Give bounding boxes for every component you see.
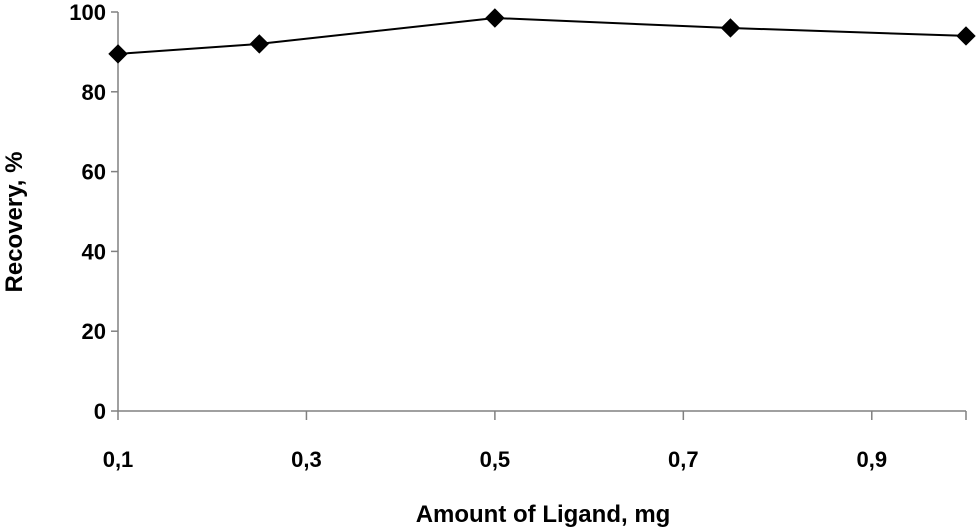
- y-axis: 0 20 40 60 80 100: [69, 0, 119, 424]
- data-point-diamond: [249, 34, 270, 54]
- y-tick-label: 100: [69, 0, 106, 25]
- y-tick-label: 0: [94, 399, 106, 424]
- y-tick-label: 60: [82, 160, 106, 185]
- y-tick-label: 20: [82, 319, 106, 344]
- y-tick-label: 80: [82, 80, 106, 105]
- x-tick-label: 0,5: [480, 447, 511, 472]
- x-tick-label: 0,1: [103, 447, 134, 472]
- data-point-diamond: [485, 8, 505, 28]
- x-axis-title: Amount of Ligand, mg: [416, 501, 671, 528]
- y-axis-title: Recovery, %: [1, 152, 28, 293]
- x-tick-label: 0,3: [291, 447, 322, 472]
- data-point-diamond: [108, 44, 128, 64]
- y-tick-label: 40: [82, 239, 106, 264]
- x-axis: 0,1 0,3 0,5 0,7 0,9: [103, 410, 967, 472]
- series-layer: [108, 8, 976, 64]
- x-tick-label: 0,7: [668, 447, 699, 472]
- x-tick-label: 0,9: [856, 447, 887, 472]
- data-point-diamond: [956, 26, 976, 46]
- data-point-diamond: [720, 18, 741, 38]
- series-line: [117, 16, 967, 55]
